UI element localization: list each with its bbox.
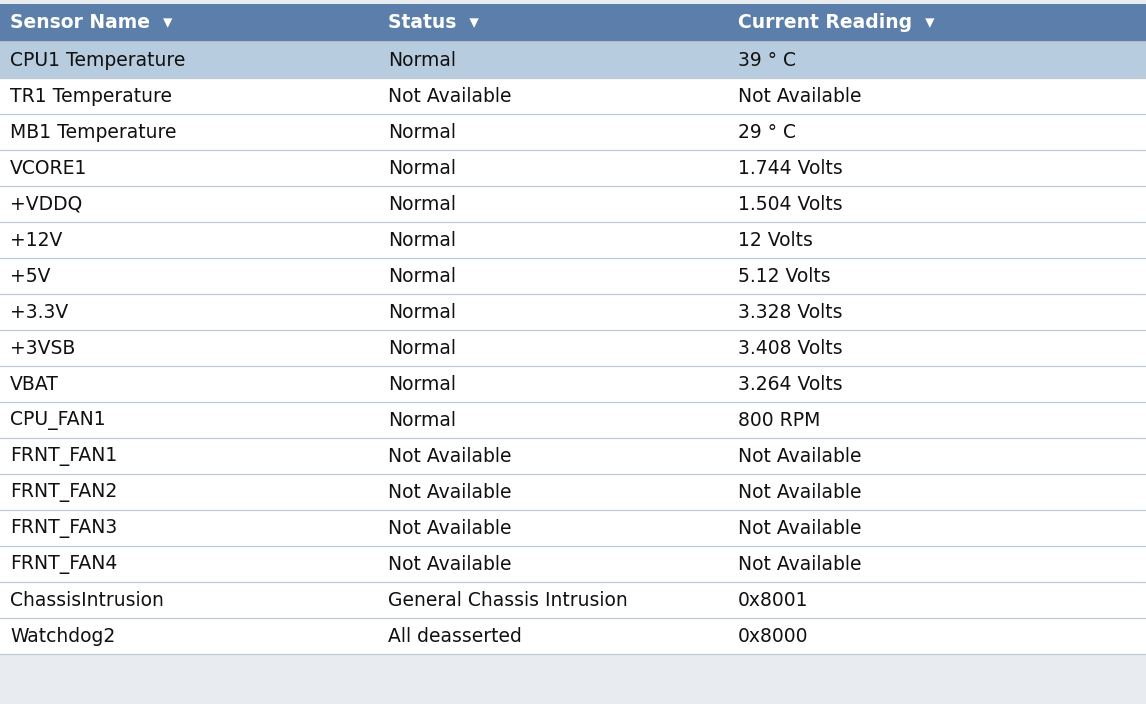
Text: 1.744 Volts: 1.744 Volts: [738, 158, 842, 177]
Bar: [0, 78, 1146, 114]
Text: Not Available: Not Available: [738, 87, 861, 106]
Text: +5V: +5V: [10, 267, 50, 286]
Text: Not Available: Not Available: [388, 482, 511, 501]
Text: Not Available: Not Available: [738, 446, 861, 465]
Text: 3.328 Volts: 3.328 Volts: [738, 303, 842, 322]
Bar: [0, 114, 1146, 150]
Bar: [0, 42, 1146, 78]
Text: 5.12 Volts: 5.12 Volts: [738, 267, 831, 286]
Text: CPU_FAN1: CPU_FAN1: [10, 410, 105, 429]
Bar: [0, 438, 1146, 474]
Text: CPU1 Temperature: CPU1 Temperature: [10, 51, 186, 70]
Bar: [0, 330, 1146, 366]
Bar: [0, 294, 1146, 330]
Text: +12V: +12V: [10, 230, 62, 249]
Text: MB1 Temperature: MB1 Temperature: [10, 122, 176, 142]
Text: 3.264 Volts: 3.264 Volts: [738, 375, 842, 394]
Bar: [0, 258, 1146, 294]
Text: ChassisIntrusion: ChassisIntrusion: [10, 591, 164, 610]
Bar: [0, 474, 1146, 510]
Text: Not Available: Not Available: [388, 87, 511, 106]
Text: 3.408 Volts: 3.408 Volts: [738, 339, 842, 358]
Text: Normal: Normal: [388, 122, 456, 142]
Text: VBAT: VBAT: [10, 375, 58, 394]
Text: 800 RPM: 800 RPM: [738, 410, 821, 429]
Text: +3VSB: +3VSB: [10, 339, 76, 358]
Text: 39 ° C: 39 ° C: [738, 51, 795, 70]
Text: +VDDQ: +VDDQ: [10, 194, 83, 213]
Text: 12 Volts: 12 Volts: [738, 230, 813, 249]
Text: Not Available: Not Available: [388, 519, 511, 537]
Text: Normal: Normal: [388, 410, 456, 429]
Text: +3.3V: +3.3V: [10, 303, 69, 322]
Bar: [0, 510, 1146, 546]
Text: Not Available: Not Available: [738, 555, 861, 574]
Text: Not Available: Not Available: [388, 555, 511, 574]
Bar: [0, 582, 1146, 618]
Text: Not Available: Not Available: [388, 446, 511, 465]
Text: FRNT_FAN3: FRNT_FAN3: [10, 519, 117, 537]
Text: FRNT_FAN2: FRNT_FAN2: [10, 482, 117, 501]
Bar: [0, 618, 1146, 654]
Bar: [0, 222, 1146, 258]
Text: Not Available: Not Available: [738, 519, 861, 537]
Text: 29 ° C: 29 ° C: [738, 122, 795, 142]
Text: Normal: Normal: [388, 303, 456, 322]
Text: Normal: Normal: [388, 339, 456, 358]
Bar: [0, 186, 1146, 222]
Text: Sensor Name  ▾: Sensor Name ▾: [10, 13, 172, 32]
Bar: [0, 4, 1146, 42]
Text: Normal: Normal: [388, 158, 456, 177]
Text: General Chassis Intrusion: General Chassis Intrusion: [388, 591, 628, 610]
Bar: [0, 150, 1146, 186]
Text: FRNT_FAN1: FRNT_FAN1: [10, 446, 117, 465]
Text: 1.504 Volts: 1.504 Volts: [738, 194, 842, 213]
Bar: [0, 366, 1146, 402]
Text: Current Reading  ▾: Current Reading ▾: [738, 13, 934, 32]
Text: Status  ▾: Status ▾: [388, 13, 479, 32]
Text: Normal: Normal: [388, 267, 456, 286]
Text: Normal: Normal: [388, 230, 456, 249]
Text: FRNT_FAN4: FRNT_FAN4: [10, 555, 117, 574]
Text: 0x8001: 0x8001: [738, 591, 808, 610]
Text: Not Available: Not Available: [738, 482, 861, 501]
Text: All deasserted: All deasserted: [388, 627, 523, 646]
Text: Watchdog2: Watchdog2: [10, 627, 116, 646]
Text: 0x8000: 0x8000: [738, 627, 808, 646]
Text: VCORE1: VCORE1: [10, 158, 87, 177]
Text: TR1 Temperature: TR1 Temperature: [10, 87, 172, 106]
Bar: [0, 654, 1146, 704]
Text: Normal: Normal: [388, 375, 456, 394]
Bar: [0, 402, 1146, 438]
Bar: [0, 546, 1146, 582]
Text: Normal: Normal: [388, 51, 456, 70]
Text: Normal: Normal: [388, 194, 456, 213]
